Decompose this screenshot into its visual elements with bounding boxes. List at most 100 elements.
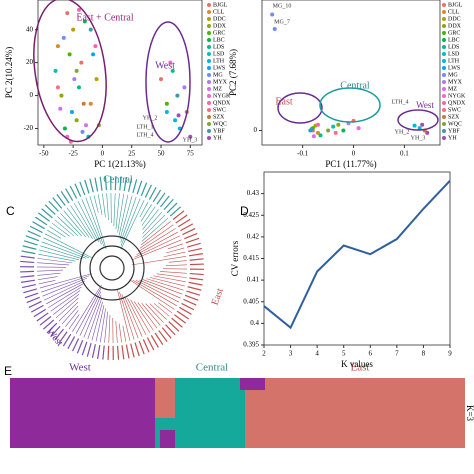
tree-leaf bbox=[29, 225, 43, 234]
annotation: LTH_1 bbox=[136, 124, 153, 130]
tree-branch bbox=[102, 193, 106, 218]
tree-branch bbox=[141, 302, 161, 326]
tree-branch bbox=[140, 221, 171, 246]
tree-branch bbox=[156, 273, 187, 278]
point bbox=[309, 127, 314, 132]
tree-leaf bbox=[97, 344, 101, 359]
legend-label: QNDX bbox=[213, 100, 231, 106]
y-tick-label: 0.42 bbox=[247, 232, 260, 240]
annotation: YH_2 bbox=[395, 129, 410, 135]
tree-branch bbox=[81, 199, 102, 245]
legend-label: YH bbox=[213, 135, 222, 141]
point bbox=[356, 126, 361, 131]
tree-leaf bbox=[28, 300, 42, 308]
legend-label: YBF bbox=[213, 128, 225, 134]
tree-branch bbox=[138, 228, 176, 252]
point bbox=[82, 19, 87, 24]
tree-branch bbox=[91, 301, 103, 341]
x-tick-label: -50 bbox=[39, 150, 49, 158]
tree-leaf bbox=[26, 296, 40, 304]
tree-leaf bbox=[48, 200, 59, 212]
y-tick-label: 0.415 bbox=[243, 254, 259, 262]
point bbox=[59, 93, 64, 98]
point bbox=[88, 101, 93, 106]
y-tick-label: 20 bbox=[26, 58, 34, 66]
tree-branch bbox=[37, 262, 70, 266]
tree-branch bbox=[45, 233, 93, 259]
tree-branch bbox=[139, 224, 174, 249]
tree-leaf bbox=[187, 286, 202, 291]
legend-label: YH bbox=[448, 135, 457, 141]
tree-branch bbox=[95, 305, 105, 342]
tree-branch bbox=[44, 280, 86, 301]
point bbox=[55, 85, 60, 90]
tree-branch bbox=[122, 325, 127, 342]
tree-leaf bbox=[169, 206, 182, 217]
legend-label: DDX bbox=[448, 23, 462, 29]
legend-label: MZ bbox=[213, 86, 222, 92]
point bbox=[65, 11, 70, 16]
legend-label: LTH bbox=[448, 58, 460, 64]
tree-branch bbox=[141, 206, 156, 226]
tree-leaf bbox=[44, 204, 56, 215]
point bbox=[315, 122, 320, 127]
tree-leaf bbox=[62, 333, 72, 347]
legend-label: SZX bbox=[213, 114, 225, 120]
tree-branch bbox=[47, 229, 62, 239]
tree-leaf bbox=[20, 270, 35, 273]
tree-branch bbox=[149, 277, 185, 287]
tree-branch bbox=[120, 196, 137, 243]
tree-branch bbox=[72, 284, 102, 332]
tree-branch bbox=[119, 291, 135, 340]
tree-leaf bbox=[125, 344, 130, 359]
x-tick-label: -25 bbox=[68, 150, 78, 158]
cluster-ellipse bbox=[397, 109, 439, 131]
tree-branch bbox=[165, 247, 185, 254]
tree-leaf bbox=[144, 184, 152, 198]
tree-branch bbox=[68, 314, 80, 330]
plot-frame bbox=[263, 171, 451, 346]
legend-label: SWC bbox=[448, 107, 461, 113]
tree-leaf bbox=[161, 327, 172, 339]
legend-swatch bbox=[207, 73, 211, 77]
legend-swatch bbox=[442, 3, 446, 7]
tree-leaf bbox=[183, 298, 197, 306]
legend-label: DDC bbox=[448, 16, 461, 22]
point bbox=[311, 134, 316, 139]
tree-branch bbox=[139, 279, 181, 299]
tree-leaf bbox=[21, 250, 36, 255]
tree-branch bbox=[127, 298, 147, 335]
x-tick-label: 0 bbox=[352, 150, 356, 158]
tree-branch bbox=[140, 204, 152, 222]
tree-leaf bbox=[86, 342, 92, 357]
group-label: Central bbox=[196, 362, 228, 374]
x-tick-label: 8 bbox=[422, 350, 426, 358]
tree-branch bbox=[119, 195, 133, 240]
point bbox=[77, 85, 81, 90]
point bbox=[94, 77, 99, 82]
point bbox=[417, 126, 422, 131]
point bbox=[318, 133, 323, 138]
legend-label: MYX bbox=[213, 79, 228, 85]
tree-leaf bbox=[171, 317, 183, 328]
legend-label: YBF bbox=[448, 128, 460, 134]
tree-leaf bbox=[184, 294, 199, 301]
tree-leaf bbox=[42, 319, 55, 330]
legend-swatch bbox=[207, 38, 211, 42]
point bbox=[188, 134, 193, 139]
point bbox=[61, 35, 66, 40]
tree-branch bbox=[54, 219, 74, 237]
tree-branch bbox=[146, 278, 184, 291]
tree-branch bbox=[153, 303, 170, 317]
tree-leaf bbox=[179, 306, 192, 315]
tree-branch bbox=[63, 210, 86, 237]
tree-branch bbox=[97, 194, 103, 215]
tree-leaf bbox=[148, 186, 157, 200]
x-tick-label: 50 bbox=[158, 150, 166, 158]
legend-swatch bbox=[207, 31, 211, 35]
y-tick-label: 0 bbox=[30, 91, 34, 99]
plot-frame bbox=[37, 0, 203, 146]
panel-letter: E bbox=[4, 364, 12, 378]
tree-branch bbox=[118, 323, 122, 343]
point bbox=[175, 93, 180, 98]
